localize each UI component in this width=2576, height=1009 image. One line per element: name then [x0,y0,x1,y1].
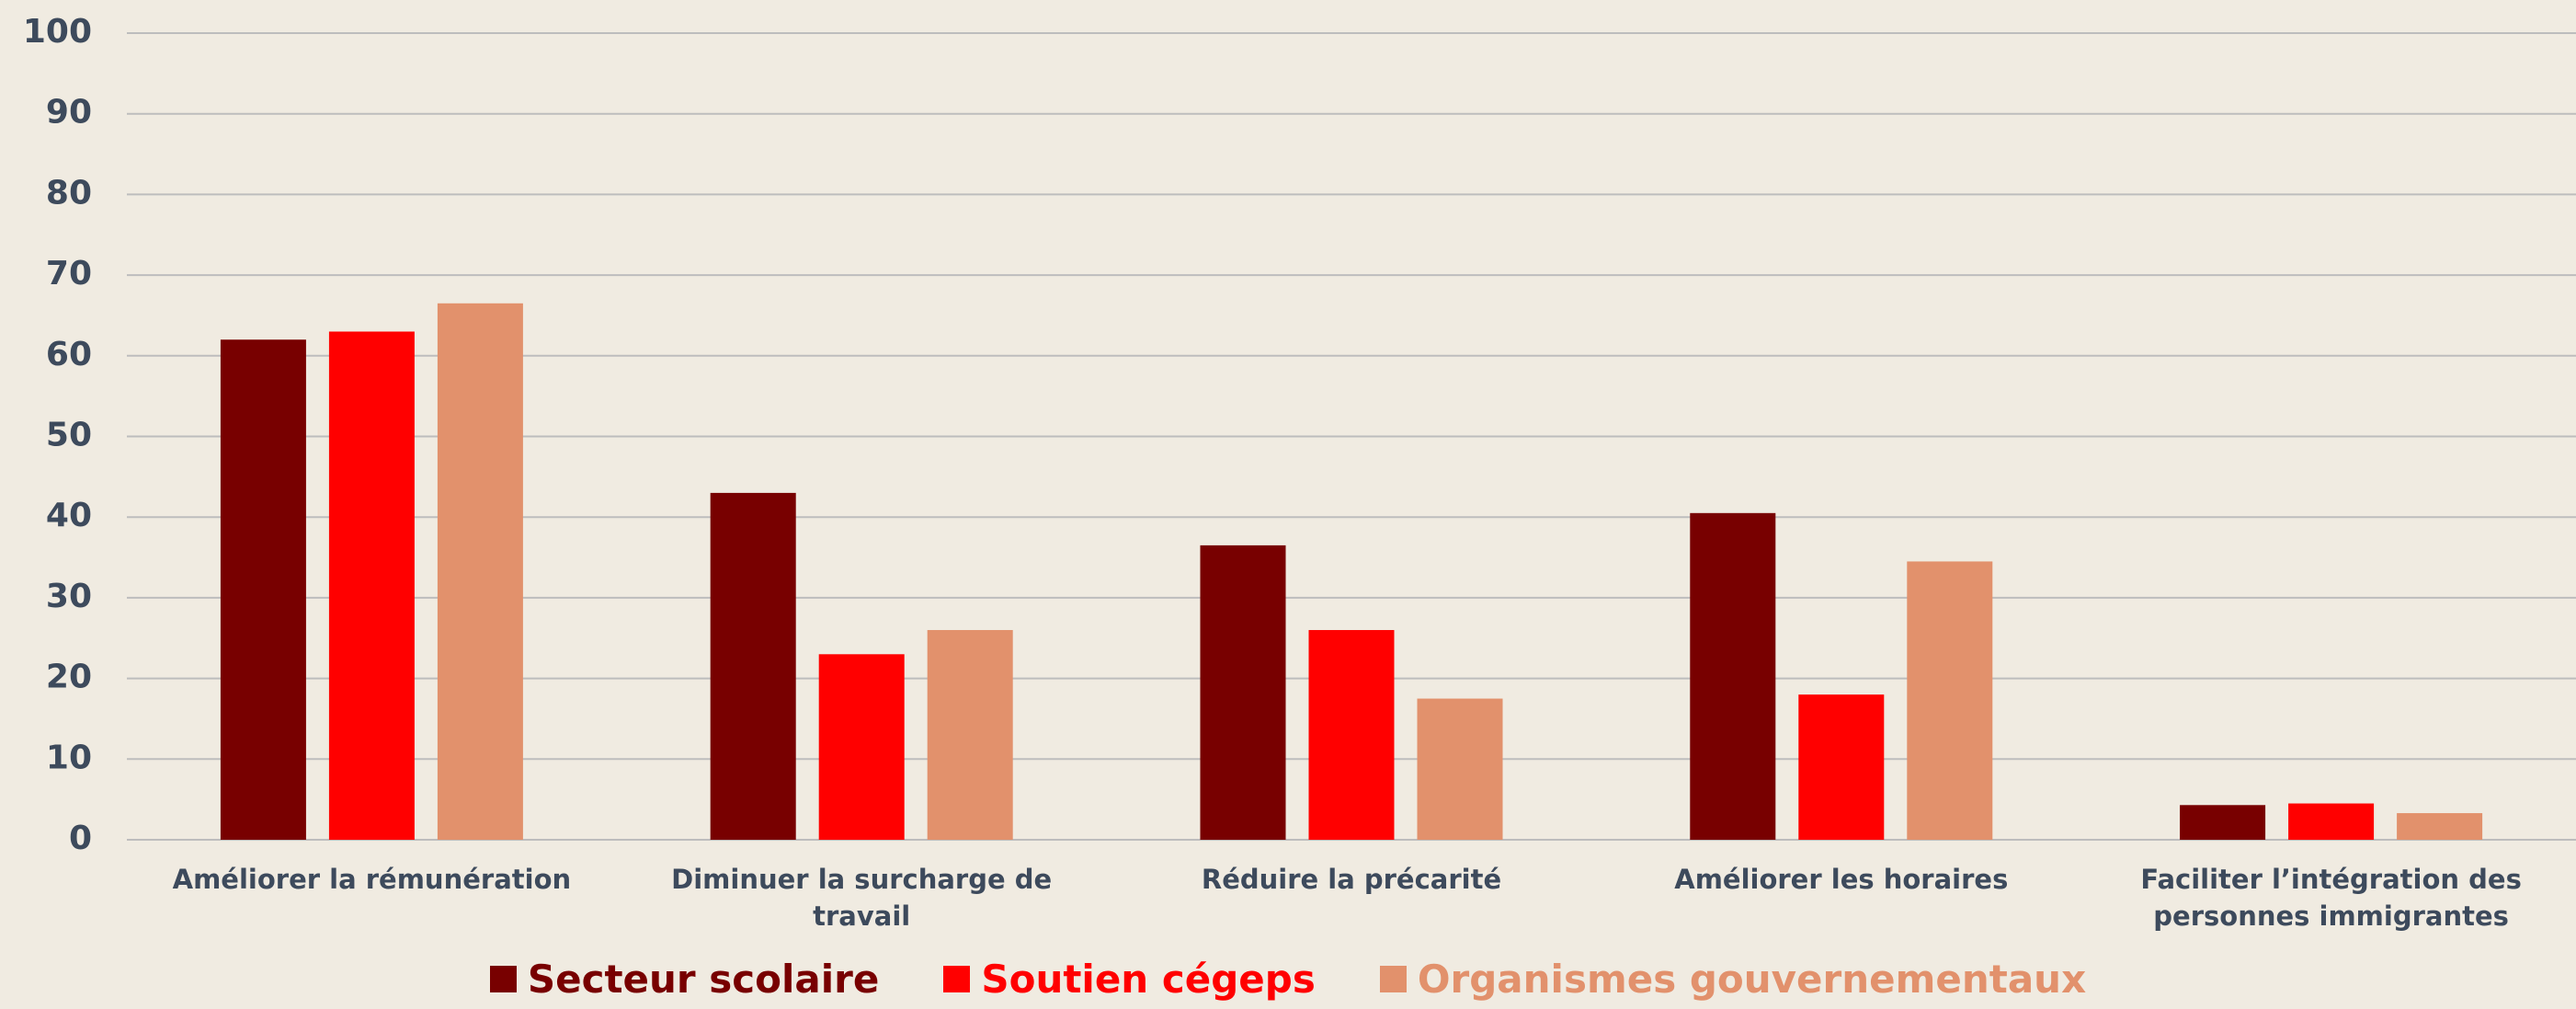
x-tick-label: Améliorer la rémunération [172,864,572,895]
bar [1308,629,1395,840]
x-tick-label: Réduire la précarité [1201,864,1502,895]
bar [328,331,415,840]
legend-item: Organismes gouvernementaux [1379,957,2087,1002]
y-tick-label: 20 [46,659,92,696]
legend-item: Secteur scolaire [489,957,880,1002]
bar [1907,561,1993,840]
legend-label: Soutien cégeps [981,957,1316,1002]
y-tick-label: 90 [46,94,92,132]
legend-swatch [943,966,971,992]
legend-swatch [489,966,517,992]
bar [1417,698,1503,840]
x-tick-label: Améliorer les horaires [1674,864,2009,895]
bar [927,629,1013,840]
legend-swatch [1379,966,1407,992]
bar [1200,545,1286,840]
bar [2288,803,2375,840]
legend: Secteur scolaire Soutien cégeps Organismes… [0,957,2576,1002]
y-tick-label: 0 [69,820,92,857]
y-tick-label: 50 [46,417,92,454]
bar [1690,512,1776,840]
bar [710,492,796,840]
bar [1798,694,1885,840]
y-tick-label: 60 [46,336,92,373]
bar [220,339,306,840]
x-tick-label: Faciliter l’intégration des personnes im… [2140,864,2522,932]
y-tick-label: 30 [46,578,92,615]
y-tick-label: 100 [23,13,92,51]
legend-label: Secteur scolaire [527,957,880,1002]
legend-label: Organismes gouvernementaux [1417,957,2087,1002]
y-tick-label: 10 [46,739,92,776]
y-tick-label: 40 [46,497,92,534]
bar [2397,813,2483,840]
bar [437,303,523,840]
x-tick-label: Diminuer la surcharge de travail [671,864,1053,932]
y-tick-label: 80 [46,174,92,212]
bar [2180,805,2266,840]
y-tick-label: 70 [46,255,92,292]
legend-item: Soutien cégeps [943,957,1316,1002]
bar [818,654,905,840]
